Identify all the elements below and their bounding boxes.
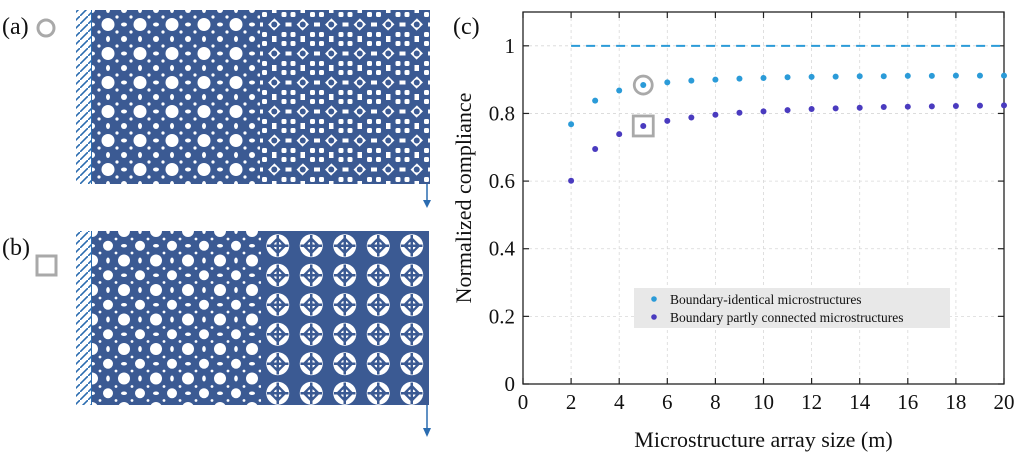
panel-b-square-marker: [35, 254, 58, 277]
panel-a: (a): [2, 10, 431, 208]
data-point: [592, 97, 599, 104]
panel-b-structure-right: [261, 231, 429, 405]
panel-c: (c) 0 2 4 6 8 10 12 14 16 18 20 0 0.2 0.4 0.6 0.8 1 Micro…: [451, 11, 1015, 452]
x-tick-label: 12: [801, 390, 822, 414]
series-1: [568, 72, 1007, 128]
data-point: [904, 103, 911, 110]
data-point: [736, 109, 743, 116]
data-point: [688, 114, 695, 121]
data-point: [808, 73, 815, 80]
legend-entry: Boundary partly connected microstructure…: [670, 310, 904, 325]
legend-entry: Boundary-identical microstructures: [670, 292, 862, 307]
y-tick-label: 0.2: [489, 304, 515, 328]
data-point: [1001, 102, 1007, 109]
data-point: [880, 73, 887, 80]
panel-a-label: (a): [2, 14, 29, 40]
data-point: [568, 177, 575, 184]
panel-a-support-hatch: [76, 10, 91, 184]
data-point: [664, 117, 671, 124]
data-point: [736, 75, 743, 82]
x-tick-label: 6: [662, 390, 673, 414]
y-tick-label: 0.8: [489, 101, 515, 125]
highlight-square-marker: [631, 114, 655, 138]
panel-a-structure-right: [260, 10, 430, 184]
data-point: [856, 73, 863, 80]
panel-b-label: (b): [2, 235, 30, 261]
y-tick-label: 0.6: [489, 169, 515, 193]
grid-lines: [523, 12, 1004, 384]
data-point: [976, 72, 983, 79]
data-point: [952, 103, 959, 110]
data-point: [904, 72, 911, 79]
data-point: [784, 74, 791, 81]
x-tick-label: 16: [897, 390, 918, 414]
x-tick-label: 0: [518, 390, 529, 414]
x-tick-label: 14: [849, 390, 871, 414]
x-tick-label: 2: [566, 390, 577, 414]
data-point: [616, 87, 623, 94]
data-point: [688, 77, 695, 84]
panel-b: (b): [2, 231, 431, 437]
x-tick-label: 8: [710, 390, 721, 414]
data-point: [952, 72, 959, 79]
compliance-chart: 0 2 4 6 8 10 12 14 16 18 20 0 0.2 0.4 0.6 0.8 1 Microstru…: [451, 11, 1015, 452]
data-point: [928, 72, 935, 79]
x-tick-label: 18: [945, 390, 966, 414]
highlight-circle-marker: [632, 74, 654, 96]
x-tick-label: 20: [994, 390, 1015, 414]
panel-b-support-hatch: [76, 231, 91, 405]
data-point: [1001, 72, 1007, 79]
panel-b-load-arrow-icon: [423, 405, 431, 437]
data-point: [880, 104, 887, 111]
x-tick-label: 10: [753, 390, 774, 414]
x-axis-title: Microstructure array size (m): [634, 427, 892, 452]
data-point: [712, 111, 719, 118]
data-point: [712, 76, 719, 83]
y-axis-title: Normalized compliance: [451, 93, 476, 304]
data-point: [832, 73, 839, 80]
data-point: [976, 102, 983, 109]
legend: Boundary-identical microstructures Bounda…: [634, 288, 950, 328]
panel-a-structure-left: [92, 10, 260, 184]
y-tick-label: 0.4: [489, 237, 516, 261]
data-point: [640, 82, 647, 89]
data-point: [856, 104, 863, 111]
data-point: [664, 79, 671, 86]
legend-marker: [651, 296, 657, 302]
panel-c-label: (c): [453, 14, 480, 40]
data-point: [928, 103, 935, 110]
panel-b-structure-left: [92, 231, 261, 405]
data-point: [784, 107, 791, 114]
data-point: [808, 106, 815, 113]
series-2: [568, 102, 1007, 184]
data-point: [616, 131, 623, 138]
data-point: [760, 108, 767, 115]
y-tick-label: 1: [505, 34, 516, 58]
legend-box: [634, 288, 950, 328]
legend-marker: [651, 314, 657, 320]
data-point: [760, 74, 767, 81]
panel-a-load-arrow-icon: [423, 184, 431, 208]
panel-a-circle-marker: [36, 18, 56, 38]
y-tick-label: 0: [505, 372, 516, 396]
x-tick-label: 4: [614, 390, 625, 414]
data-point: [592, 145, 599, 152]
data-point: [640, 122, 647, 129]
data-point: [568, 121, 575, 128]
data-point: [832, 105, 839, 112]
